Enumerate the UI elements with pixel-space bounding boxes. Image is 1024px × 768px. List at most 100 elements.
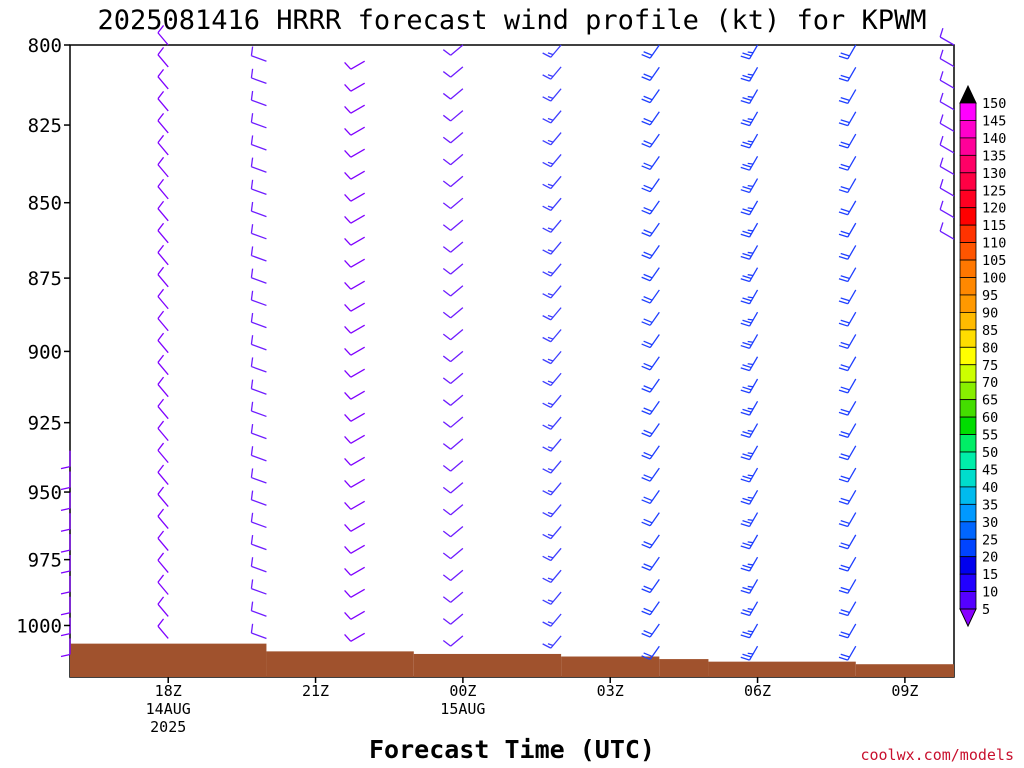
wind-barb <box>250 201 267 218</box>
wind-barb-shaft <box>847 534 857 550</box>
colorbar-label: 130 <box>982 166 1006 182</box>
wind-barb <box>442 635 464 647</box>
wind-barb-feather <box>742 96 752 101</box>
wind-barb-feather <box>547 52 554 56</box>
wind-barb-shaft <box>748 579 759 594</box>
colorbar-swatch <box>959 538 977 558</box>
wind-barb-feather <box>838 300 848 305</box>
wind-barb-feather <box>740 122 750 127</box>
wind-barb-shaft <box>251 410 267 418</box>
wind-barb-shaft <box>550 132 562 146</box>
wind-barb-shaft <box>450 482 464 494</box>
wind-barb-feather <box>344 61 352 70</box>
wind-barb-feather <box>740 189 750 194</box>
wind-barb-feather <box>643 117 653 123</box>
wind-barb-shaft <box>847 490 857 505</box>
wind-barb-feather <box>442 136 452 144</box>
wind-barb <box>442 350 464 363</box>
wind-barb <box>542 613 562 627</box>
wind-barb-feather <box>838 77 848 82</box>
wind-barb <box>442 66 464 78</box>
wind-barb-shaft <box>350 610 365 620</box>
wind-barb-feather <box>157 288 165 297</box>
colorbar-label: 75 <box>982 358 998 374</box>
wind-barb-shaft <box>157 493 169 507</box>
wind-barb <box>157 112 169 134</box>
wind-barb-feather <box>742 364 752 369</box>
wind-barb <box>838 334 857 349</box>
wind-barb-shaft <box>748 334 759 349</box>
wind-barb-feather <box>742 542 752 547</box>
colorbar-label: 65 <box>982 393 998 409</box>
wind-barb-feather <box>547 446 554 450</box>
wind-barb-shaft <box>251 521 267 529</box>
wind-barb-feather <box>542 249 552 255</box>
wind-barb <box>344 610 365 620</box>
wind-barb-feather <box>747 340 754 343</box>
wind-barb <box>740 400 759 416</box>
wind-barb-feather <box>344 568 352 576</box>
wind-barb <box>641 645 660 660</box>
wind-barb <box>542 175 562 190</box>
wind-barb <box>542 394 562 408</box>
wind-barb <box>542 591 562 605</box>
wind-barb-feather <box>250 135 254 145</box>
wind-barb-feather <box>542 555 552 562</box>
wind-barb-shaft <box>748 267 759 282</box>
wind-barb <box>740 89 759 105</box>
colorbar-label: 45 <box>982 462 998 478</box>
wind-barb-shaft <box>157 515 169 529</box>
wind-barb-feather <box>442 530 452 538</box>
colorbar-label: 145 <box>982 113 1006 129</box>
wind-barb-feather <box>250 68 254 79</box>
wind-barb-feather <box>643 184 653 190</box>
wind-barb <box>157 508 169 529</box>
y-tick-label: 825 <box>28 115 62 137</box>
wind-barb-shaft <box>350 434 365 444</box>
wind-barb-feather <box>542 271 552 277</box>
wind-barb <box>250 135 267 151</box>
wind-barb-feather <box>939 49 944 59</box>
wind-barb-feather <box>838 233 848 238</box>
wind-barb-shaft <box>157 274 169 288</box>
wind-barb <box>838 156 857 171</box>
wind-barb-feather <box>344 414 352 422</box>
wind-barb-shaft <box>847 579 857 594</box>
wind-barb-shaft <box>350 280 365 290</box>
wind-barb-shaft <box>748 400 759 416</box>
wind-barb <box>641 111 660 126</box>
wind-barb-feather <box>939 179 944 189</box>
wind-barb-feather <box>838 589 848 594</box>
colorbar-swatch <box>959 329 977 348</box>
colorbar-swatch <box>959 556 977 575</box>
wind-barb-feather <box>641 365 651 371</box>
wind-barb-feather <box>442 49 452 56</box>
wind-barb-feather <box>547 358 554 362</box>
wind-barb-shaft <box>649 400 660 415</box>
wind-barb-shaft <box>157 76 169 90</box>
wind-barb-feather <box>442 158 452 166</box>
wind-barb-feather <box>442 114 452 122</box>
wind-barb-shaft <box>748 512 759 527</box>
wind-barb-shaft <box>847 222 857 238</box>
wind-barb <box>157 266 169 288</box>
colorbar-swatch <box>959 120 977 139</box>
wind-barb <box>641 44 660 59</box>
wind-barb-feather <box>547 533 554 537</box>
wind-barb-feather <box>344 502 352 510</box>
wind-barb-shaft <box>350 632 365 642</box>
wind-barb-feather <box>641 165 651 171</box>
wind-barb-feather <box>740 344 750 349</box>
wind-barb-feather <box>840 609 850 614</box>
wind-barb-feather <box>840 497 850 502</box>
wind-barb-feather <box>643 362 653 368</box>
wind-barb-feather <box>740 300 750 305</box>
wind-barb-feather <box>250 357 254 367</box>
wind-barb-feather <box>344 348 352 356</box>
wind-barb-feather <box>547 489 554 493</box>
wind-barb-feather <box>641 499 651 505</box>
wind-barb-feather <box>542 424 552 430</box>
wind-barb-shaft <box>251 365 267 373</box>
wind-barb-shaft <box>550 285 562 299</box>
